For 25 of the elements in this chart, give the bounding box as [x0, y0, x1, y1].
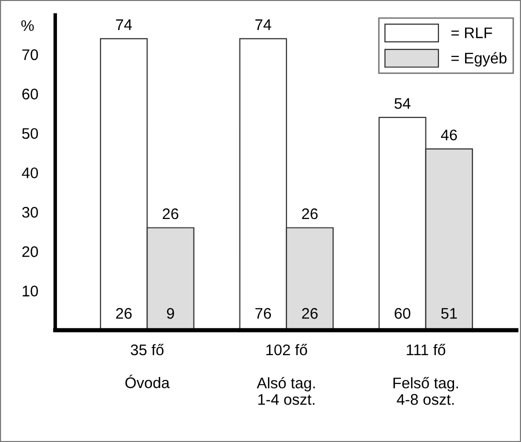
- data-label: 54: [394, 98, 410, 109]
- category-label: 111 fő Felső tag. 4-8 oszt.: [393, 344, 458, 405]
- annotation: 60: [394, 308, 410, 319]
- y-tick-label: 50: [22, 128, 38, 139]
- category-label: 102 fő Alsó tag. 1-4 oszt.: [256, 344, 315, 405]
- data-label: 46: [440, 130, 457, 140]
- annotation: 9: [166, 308, 174, 319]
- y-tick-label: 20: [22, 246, 38, 258]
- category-label: 35 fő Óvoda: [125, 344, 170, 388]
- annotation: 26: [116, 308, 132, 319]
- data-label: 26: [162, 208, 178, 220]
- legend-label: = RLF: [451, 28, 492, 38]
- y-tick-label: 30: [22, 206, 38, 218]
- annotation: 26: [302, 308, 318, 319]
- y-tick-label: 40: [22, 167, 38, 178]
- annotation: 51: [441, 308, 457, 319]
- data-label: 74: [255, 19, 272, 30]
- y-tick-label: 70: [22, 49, 38, 60]
- data-label: 74: [116, 19, 132, 30]
- legend-label: = Egyéb: [451, 52, 507, 67]
- y-tick-label: 10: [22, 286, 38, 296]
- y-tick-label: 60: [22, 88, 38, 100]
- annotation: 76: [255, 308, 271, 319]
- data-label: 26: [302, 208, 318, 220]
- y-axis-title: %: [21, 20, 34, 31]
